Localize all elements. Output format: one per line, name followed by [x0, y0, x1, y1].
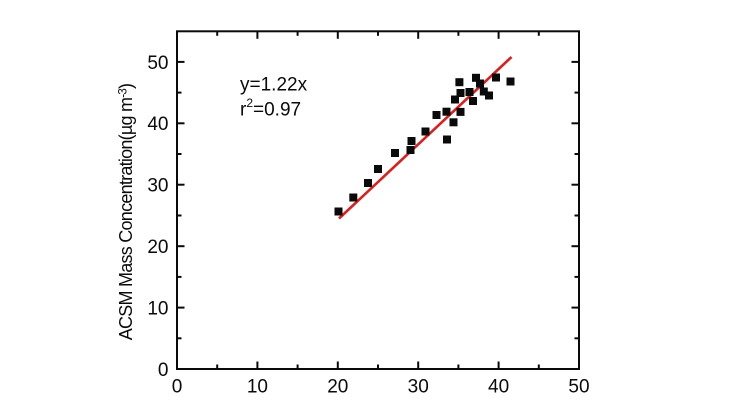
svg-text:50: 50	[568, 376, 589, 397]
svg-text:0: 0	[172, 376, 183, 397]
svg-text:20: 20	[147, 237, 168, 258]
svg-text:y=1.22x: y=1.22x	[240, 75, 308, 96]
svg-text:20: 20	[327, 376, 348, 397]
svg-text:50: 50	[147, 53, 168, 74]
svg-text:10: 10	[147, 299, 168, 320]
svg-text:30: 30	[147, 176, 168, 197]
svg-text:40: 40	[147, 114, 168, 135]
svg-text:10: 10	[247, 376, 268, 397]
svg-text:0: 0	[158, 360, 169, 381]
svg-text:r2=0.97: r2=0.97	[240, 96, 301, 120]
svg-text:40: 40	[488, 376, 509, 397]
svg-text:30: 30	[408, 376, 429, 397]
svg-text:ACSM Mass Concentration(µg m-3: ACSM Mass Concentration(µg m-3)	[116, 84, 136, 340]
